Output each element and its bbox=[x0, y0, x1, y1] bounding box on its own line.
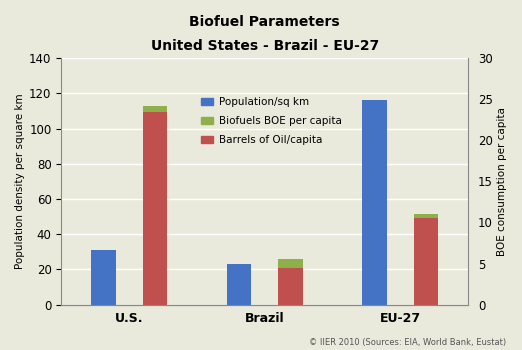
Bar bbox=[362, 100, 387, 304]
Text: © IIER 2010 (Sources: EIA, World Bank, Eustat): © IIER 2010 (Sources: EIA, World Bank, E… bbox=[309, 337, 506, 346]
Bar bbox=[143, 112, 167, 304]
Y-axis label: BOE consumption per capita: BOE consumption per capita bbox=[497, 107, 507, 256]
Legend: Population/sq km, Biofuels BOE per capita, Barrels of Oil/capita: Population/sq km, Biofuels BOE per capit… bbox=[197, 93, 346, 149]
Bar bbox=[414, 218, 438, 304]
Bar bbox=[143, 106, 167, 112]
Y-axis label: Population density per square km: Population density per square km bbox=[15, 93, 25, 269]
Bar bbox=[278, 259, 303, 268]
Bar bbox=[278, 268, 303, 304]
Bar bbox=[414, 214, 438, 218]
Title: Biofuel Parameters
United States - Brazil - EU-27: Biofuel Parameters United States - Brazi… bbox=[151, 15, 379, 53]
Bar bbox=[227, 264, 251, 304]
Bar bbox=[91, 250, 115, 304]
